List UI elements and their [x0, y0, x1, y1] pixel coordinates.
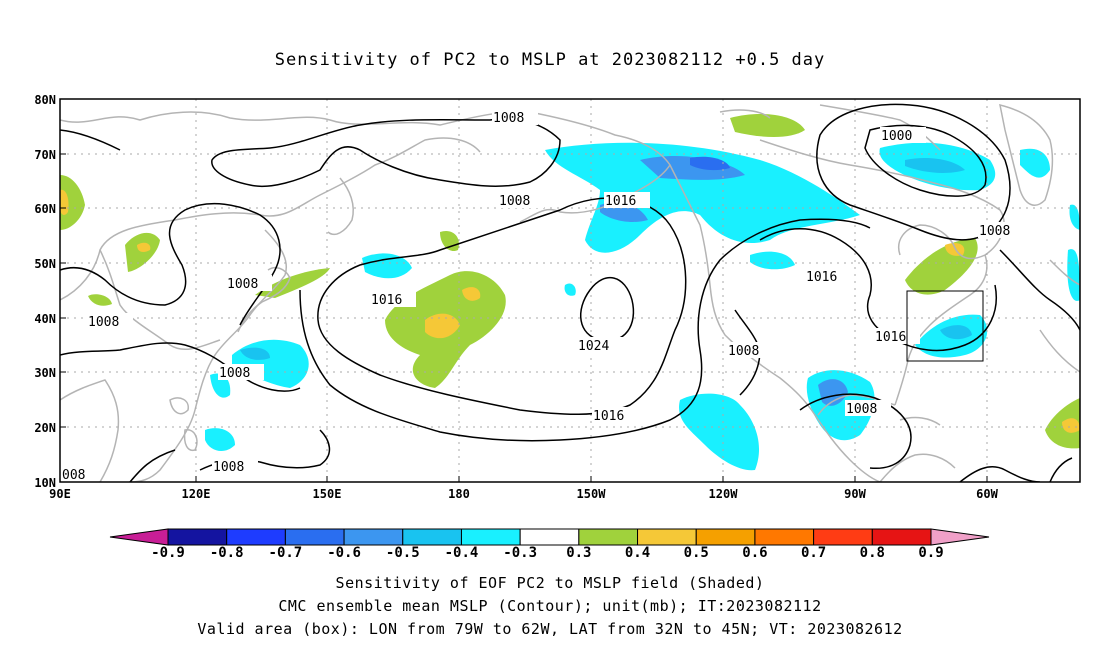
colorbar-swatch — [402, 528, 462, 546]
contour-label: 1008 — [227, 277, 258, 292]
colorbar-labels: -0.9 -0.8 -0.7 -0.6 -0.5 -0.4 -0.3 0.3 0.4 0.5 0.6… — [151, 545, 944, 561]
contour-label: 008 — [62, 468, 85, 483]
footer-line-1: Sensitivity of EOF PC2 to MSLP field (Sh… — [335, 574, 765, 592]
contour-label: 1024 — [578, 339, 609, 354]
lon-label: 150W — [577, 487, 607, 501]
axis-ticks — [60, 98, 988, 483]
map-area: 1008 1008 1016 1000 1008 1008 1008 1016 … — [60, 99, 1080, 483]
colorbar-tick-label: -0.8 — [210, 545, 244, 561]
lat-label: 10N — [34, 476, 56, 490]
colorbar-tick-label: 0.9 — [918, 545, 943, 561]
contour-label: 1008 — [728, 344, 759, 359]
colorbar-swatch — [578, 528, 639, 546]
lat-label: 70N — [34, 148, 56, 162]
colorbar-swatch — [695, 528, 756, 546]
contour-1008-se-asia — [60, 342, 301, 392]
lat-label: 50N — [34, 257, 56, 271]
sensitivity-shading — [60, 114, 1080, 471]
colorbar-swatch — [519, 528, 580, 546]
contour-label: 1008 — [979, 224, 1010, 239]
map-frame — [59, 98, 1081, 483]
colorbar-tick-label: 0.3 — [566, 545, 591, 561]
contour-label: 1008 — [88, 315, 119, 330]
lon-label: 90E — [49, 487, 71, 501]
latitude-labels: 80N 70N 60N 50N 40N 30N 20N 10N — [34, 93, 56, 490]
colorbar-low-end — [109, 528, 169, 546]
colorbar-tick-label: -0.9 — [151, 545, 185, 561]
colorbar-tick-label: 0.4 — [625, 545, 650, 561]
contour-label: 1016 — [605, 194, 636, 209]
lon-label: 120E — [182, 487, 211, 501]
lon-label: 120W — [709, 487, 739, 501]
footer-line-3: Valid area (box): LON from 79W to 62W, L… — [197, 620, 903, 638]
lat-label: 20N — [34, 421, 56, 435]
lon-label: 60W — [976, 487, 998, 501]
colorbar-swatch — [754, 528, 815, 546]
lon-label: 150E — [313, 487, 342, 501]
colorbar-tick-label: -0.6 — [327, 545, 361, 561]
colorbar-tick-label: -0.7 — [269, 545, 303, 561]
lat-label: 80N — [34, 93, 56, 107]
colorbar-tick-label: 0.6 — [742, 545, 767, 561]
contour-label: 1008 — [219, 366, 250, 381]
colorbar-tick-label: -0.3 — [503, 545, 537, 561]
contour-label: 1016 — [875, 330, 906, 345]
lat-label: 40N — [34, 312, 56, 326]
contour-1016-pacific — [317, 197, 687, 416]
contour-label: 1008 — [846, 402, 877, 417]
lon-label: 180 — [448, 487, 470, 501]
lon-label: 90W — [844, 487, 866, 501]
contour-label: 1008 — [499, 194, 530, 209]
contour-1008-aleutian — [211, 118, 561, 188]
lat-label: 60N — [34, 202, 56, 216]
colorbar-swatch — [460, 528, 521, 546]
colorbar-tick-label: 0.5 — [684, 545, 709, 561]
colorbar-high-end — [930, 528, 990, 546]
colorbar — [109, 528, 990, 546]
map-title: Sensitivity of PC2 to MSLP at 2023082112… — [274, 50, 826, 70]
longitude-labels: 90E 120E 150E 180 150W 120W 90W 60W — [49, 487, 998, 501]
colorbar-swatch — [871, 528, 932, 546]
contour-1008-mexico — [799, 393, 912, 470]
contour-1008-asia — [60, 202, 281, 326]
colorbar-swatch — [637, 528, 697, 546]
contour-label-group: 1008 1008 1016 1000 1008 1008 1008 1016 … — [61, 109, 1024, 483]
contour-label: 1000 — [881, 129, 912, 144]
contour-label: 1016 — [593, 409, 624, 424]
colorbar-tick-label: -0.5 — [386, 545, 420, 561]
contour-1016-outer — [299, 218, 871, 442]
contour-label: 1008 — [493, 111, 524, 126]
contour-1000 — [864, 124, 987, 197]
colorbar-swatch — [167, 528, 228, 546]
contour-label: 1008 — [213, 460, 244, 475]
colorbar-tick-label: 0.8 — [860, 545, 885, 561]
contour-1016-na — [759, 228, 997, 352]
colorbar-tick-label: 0.7 — [801, 545, 826, 561]
contour-1024 — [580, 276, 635, 342]
footer-line-2: CMC ensemble mean MSLP (Contour); unit(m… — [278, 597, 822, 615]
valid-area-box — [906, 290, 984, 362]
colorbar-tick-label: -0.4 — [445, 545, 479, 561]
colorbar-swatch — [813, 528, 873, 546]
contour-label: 1016 — [371, 293, 402, 308]
colorbar-swatch — [226, 528, 286, 546]
lat-label: 30N — [34, 366, 56, 380]
contour-label: 1016 — [806, 270, 837, 285]
colorbar-swatch — [284, 528, 345, 546]
colorbar-swatch — [343, 528, 404, 546]
